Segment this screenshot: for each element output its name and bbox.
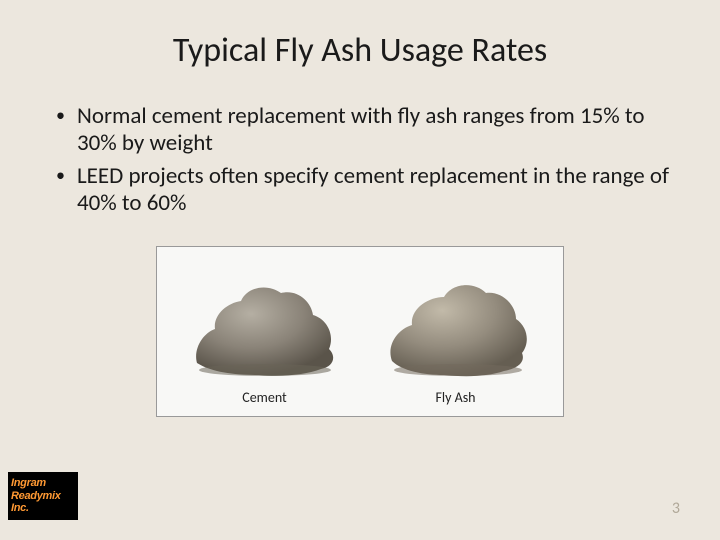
flyash-pile [376,271,536,381]
bullet-marker-icon: • [56,105,65,126]
bullet-marker-icon: • [56,165,65,186]
cement-pile [185,271,345,381]
bullet-list: • Normal cement replacement with fly ash… [48,103,672,218]
image-labels-row: Cement Fly Ash [169,389,551,406]
company-logo: Ingram Readymix Inc. [8,472,78,520]
logo-line-1: Ingram [11,477,75,490]
cement-label: Cement [185,389,345,406]
flyash-label: Fly Ash [376,389,536,406]
bullet-text: Normal cement replacement with fly ash r… [77,103,672,157]
page-number: 3 [672,499,680,518]
bullet-item: • LEED projects often specify cement rep… [56,163,672,217]
comparison-image: Cement Fly Ash [156,246,564,417]
bullet-text: LEED projects often specify cement repla… [77,163,672,217]
logo-line-3: Inc. [11,502,75,515]
slide-title: Typical Fly Ash Usage Rates [48,30,672,71]
slide: Typical Fly Ash Usage Rates • Normal cem… [0,0,720,540]
logo-line-2: Readymix [11,490,75,503]
bullet-item: • Normal cement replacement with fly ash… [56,103,672,157]
piles-row [169,263,551,381]
